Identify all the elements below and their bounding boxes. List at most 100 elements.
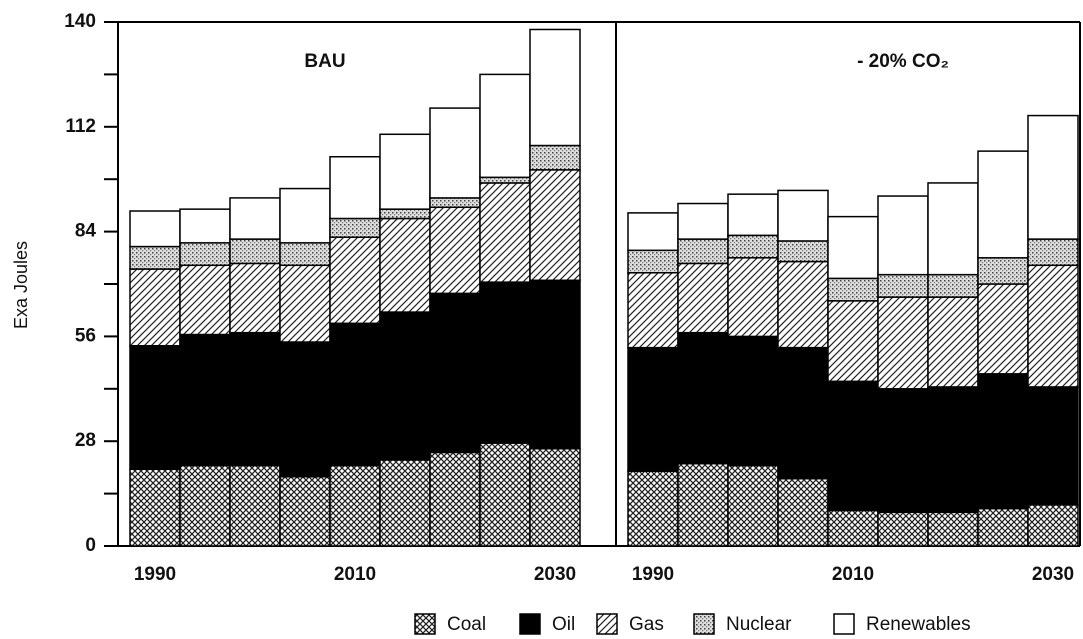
bar-segment bbox=[379, 208, 431, 220]
bar-segment bbox=[677, 262, 729, 334]
bar-segment bbox=[627, 470, 679, 547]
y-tick-label: 56 bbox=[75, 325, 96, 346]
bar-segment bbox=[1027, 264, 1079, 388]
bar-segment bbox=[927, 511, 979, 547]
x-tick-label: 1990 bbox=[632, 564, 674, 585]
y-tick-label: 0 bbox=[85, 535, 96, 556]
bar-segment bbox=[229, 238, 281, 265]
bar-segment bbox=[927, 182, 979, 276]
bar-segment bbox=[727, 335, 779, 467]
bar-segment bbox=[777, 260, 829, 349]
bar-segment bbox=[129, 245, 181, 270]
bar-segment bbox=[379, 311, 431, 461]
bar-segment bbox=[877, 273, 929, 298]
x-tick-label: 1990 bbox=[134, 564, 176, 585]
legend-label: Coal bbox=[447, 614, 486, 635]
bar-segment bbox=[479, 281, 531, 444]
bar-segment bbox=[727, 464, 779, 547]
bar-segment bbox=[129, 468, 181, 547]
bar-segment bbox=[977, 507, 1029, 547]
bar-segment bbox=[429, 107, 481, 199]
bar-segment bbox=[229, 331, 281, 467]
bar-segment bbox=[479, 442, 531, 547]
bar-segment bbox=[827, 300, 879, 383]
bar-segment bbox=[927, 273, 979, 298]
panel-title: BAU bbox=[304, 51, 345, 72]
bar-segment bbox=[429, 451, 481, 547]
bar-segment bbox=[179, 242, 231, 267]
y-tick-label: 112 bbox=[65, 116, 96, 137]
bar-segment bbox=[429, 206, 481, 295]
bar-segment bbox=[677, 462, 729, 547]
bar-segment bbox=[279, 341, 331, 478]
bar-segment bbox=[529, 447, 581, 547]
legend-swatch bbox=[414, 613, 436, 635]
bar-segment bbox=[129, 345, 181, 471]
bar-segment bbox=[229, 262, 281, 334]
bar-segment bbox=[727, 193, 779, 237]
bar-segment bbox=[529, 144, 581, 171]
x-tick-label: 2030 bbox=[534, 564, 576, 585]
bar-segment bbox=[1027, 386, 1079, 506]
bar-segment bbox=[877, 511, 929, 547]
bar-segment bbox=[329, 464, 381, 547]
bar-segment bbox=[1027, 114, 1079, 240]
bar-segment bbox=[179, 264, 231, 336]
bar-segment bbox=[279, 187, 331, 244]
x-tick-label: 2010 bbox=[832, 564, 874, 585]
bar-segment bbox=[877, 388, 929, 514]
bar-segment bbox=[379, 459, 431, 547]
bar-segment bbox=[529, 279, 581, 450]
legend-swatch bbox=[596, 613, 618, 635]
bar-segment bbox=[529, 169, 581, 282]
legend-swatch bbox=[833, 613, 855, 635]
bar-segment bbox=[329, 155, 381, 220]
bar-segment bbox=[877, 195, 929, 276]
legend-label: Oil bbox=[552, 614, 575, 635]
bar-segment bbox=[927, 386, 979, 514]
bar-segment bbox=[329, 217, 381, 238]
bar-segment bbox=[479, 73, 531, 179]
bar-segment bbox=[777, 477, 829, 547]
bar-segment bbox=[179, 464, 231, 547]
legend-label: Gas bbox=[629, 614, 664, 635]
legend-label: Renewables bbox=[866, 614, 971, 635]
bar-segment bbox=[777, 189, 829, 242]
bar-segment bbox=[379, 133, 431, 210]
y-axis-label: Exa Joules bbox=[11, 241, 31, 329]
bar-segment bbox=[827, 277, 879, 302]
bar-segment bbox=[229, 464, 281, 547]
bar-segment bbox=[279, 264, 331, 343]
bar-segment bbox=[279, 242, 331, 267]
bar-segment bbox=[827, 509, 879, 547]
bar-segment bbox=[827, 215, 879, 280]
bar-segment bbox=[777, 240, 829, 263]
bar-segment bbox=[479, 182, 531, 283]
bar-segment bbox=[329, 322, 381, 467]
bar-segment bbox=[627, 212, 679, 252]
bar-segment bbox=[977, 150, 1029, 259]
bar-segment bbox=[977, 257, 1029, 285]
bar-segment bbox=[229, 197, 281, 240]
bar-segment bbox=[1027, 238, 1079, 267]
bar-segment bbox=[279, 476, 331, 547]
bar-segment bbox=[677, 202, 729, 240]
bar-segment bbox=[129, 210, 181, 248]
bar-segment bbox=[429, 292, 481, 454]
legend-swatch bbox=[693, 613, 715, 635]
bar-segment bbox=[627, 249, 679, 274]
bar-segment bbox=[927, 296, 979, 388]
bar-segment bbox=[1027, 504, 1079, 547]
bar-segment bbox=[529, 28, 581, 147]
bar-segment bbox=[977, 283, 1029, 375]
bar-segment bbox=[329, 236, 381, 325]
y-tick-label: 140 bbox=[64, 11, 96, 32]
bar-segment bbox=[677, 331, 729, 465]
panel-title: - 20% CO₂ bbox=[857, 51, 949, 72]
bar-segment bbox=[429, 197, 481, 209]
bar-segment bbox=[777, 346, 829, 480]
bar-segment bbox=[627, 346, 679, 472]
bar-segment bbox=[479, 176, 531, 184]
bar-segment bbox=[877, 296, 929, 390]
